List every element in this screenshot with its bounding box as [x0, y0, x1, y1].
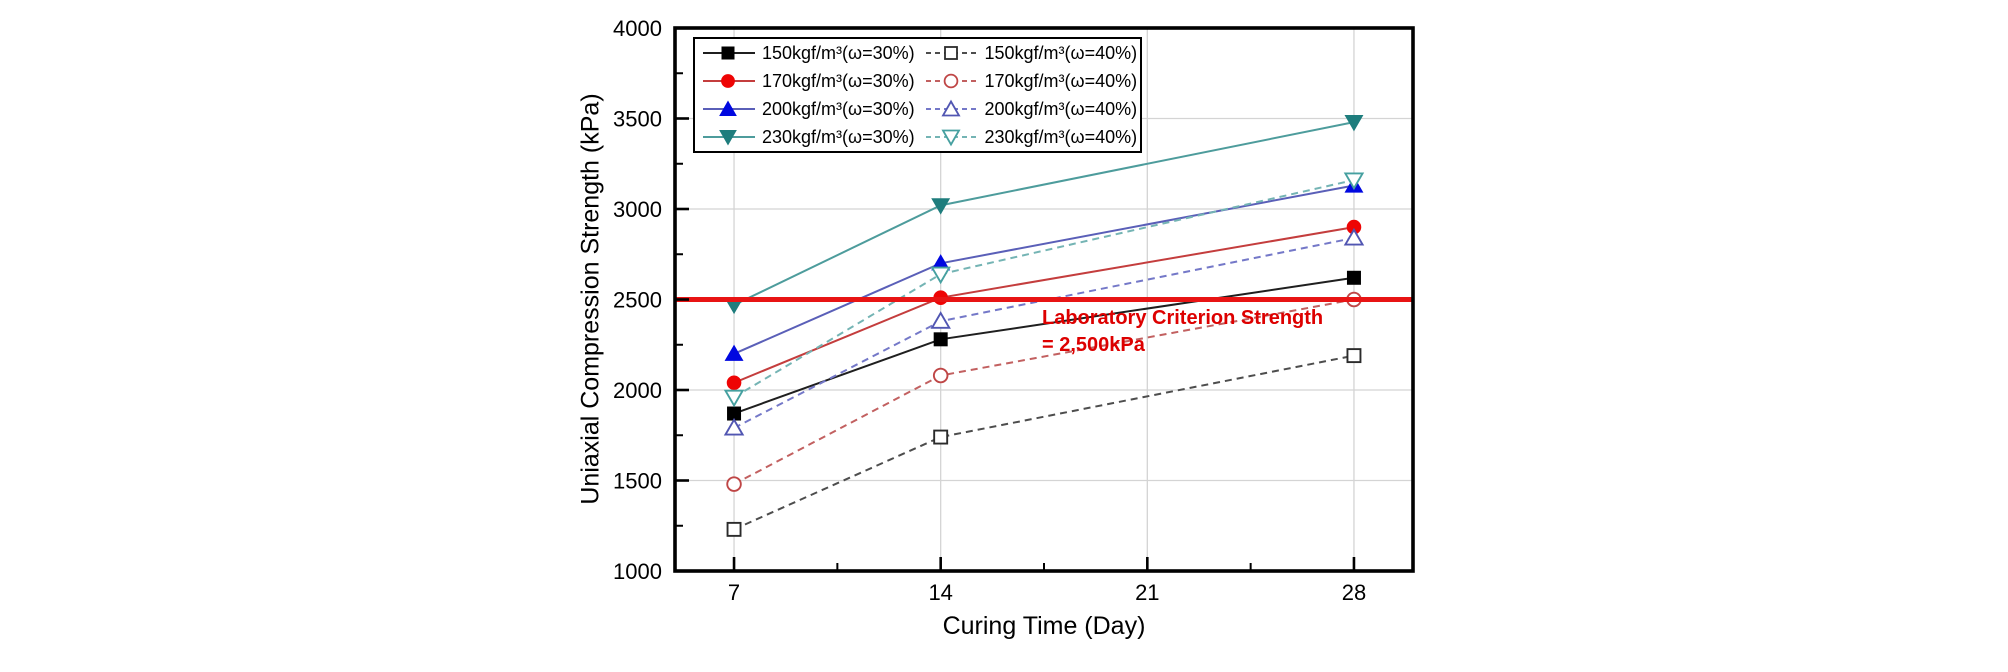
legend-item-3: 170kgf/m³(ω=40%) — [918, 68, 1141, 94]
criterion-annotation-line2: = 2,500kPa — [1042, 334, 1145, 356]
legend-label: 230kgf/m³(ω=40%) — [984, 126, 1138, 147]
marker-triangle-down — [1343, 172, 1365, 191]
y-tick-label: 3000 — [613, 197, 662, 222]
legend-marker-icon — [703, 74, 755, 88]
legend-label: 150kgf/m³(ω=40%) — [984, 42, 1138, 63]
legend-marker-icon — [703, 100, 755, 116]
legend-label: 170kgf/m³(ω=40%) — [984, 70, 1138, 91]
legend-label: 200kgf/m³(ω=40%) — [984, 98, 1138, 119]
legend-label: 200kgf/m³(ω=30%) — [762, 98, 915, 119]
x-axis-title: Curing Time (Day) — [942, 612, 1146, 640]
legend-item-4: 200kgf/m³(ω=30%) — [695, 96, 918, 122]
legend-label: 230kgf/m³(ω=30%) — [762, 126, 915, 147]
marker-triangle-down — [931, 198, 951, 215]
legend-marker-icon — [703, 130, 755, 146]
criterion-annotation: Laboratory Criterion Strength = 2,500kPa — [1042, 305, 1323, 359]
legend-marker-icon — [703, 46, 755, 60]
x-tick-label: 7 — [728, 580, 740, 605]
marker-triangle-down — [930, 266, 951, 285]
legend-item-6: 230kgf/m³(ω=30%) — [695, 124, 918, 150]
marker-square — [1346, 348, 1362, 364]
y-tick-label: 4000 — [613, 16, 662, 41]
x-tick-label: 14 — [928, 580, 952, 605]
legend-marker-icon — [925, 73, 978, 89]
y-tick-label: 3500 — [613, 107, 662, 132]
marker-square — [1346, 270, 1361, 285]
marker-square — [726, 521, 742, 537]
marker-triangle-up — [724, 344, 744, 361]
legend-item-0: 150kgf/m³(ω=30%) — [695, 40, 918, 66]
marker-square — [933, 429, 949, 445]
marker-triangle-up — [1343, 227, 1365, 246]
series-line-1 — [733, 354, 1355, 531]
legend-label: 150kgf/m³(ω=30%) — [762, 42, 915, 63]
marker-triangle-up — [723, 417, 745, 436]
legend-marker-icon — [925, 129, 978, 147]
criterion-annotation-line1: Laboratory Criterion Strength — [1042, 307, 1324, 329]
legend-label: 170kgf/m³(ω=30%) — [762, 70, 915, 91]
y-tick-label: 2000 — [613, 378, 662, 403]
legend-item-2: 170kgf/m³(ω=30%) — [695, 68, 918, 94]
legend-item-1: 150kgf/m³(ω=40%) — [918, 40, 1141, 66]
marker-square — [933, 332, 948, 347]
marker-triangle-down — [723, 389, 745, 408]
y-tick-label: 1500 — [613, 469, 662, 494]
marker-triangle-down — [1344, 115, 1364, 132]
marker-circle — [726, 375, 742, 391]
y-axis-title: Uniaxial Compression Strength (kPa) — [576, 93, 605, 505]
legend-item-5: 200kgf/m³(ω=40%) — [918, 96, 1141, 122]
y-tick-label: 1000 — [613, 559, 662, 584]
x-tick-label: 21 — [1135, 580, 1159, 605]
legend-item-7: 230kgf/m³(ω=40%) — [918, 124, 1141, 150]
marker-circle — [932, 367, 949, 384]
series-line-7 — [733, 179, 1355, 399]
chart-legend: 150kgf/m³(ω=30%) 150kgf/m³(ω=40%) 170kgf/m… — [693, 37, 1142, 153]
marker-circle — [726, 476, 742, 492]
x-tick-label: 28 — [1342, 580, 1366, 605]
legend-marker-icon — [925, 99, 978, 117]
y-tick-label: 2500 — [613, 288, 662, 313]
legend-marker-icon — [925, 46, 978, 60]
marker-triangle-up — [930, 311, 951, 329]
